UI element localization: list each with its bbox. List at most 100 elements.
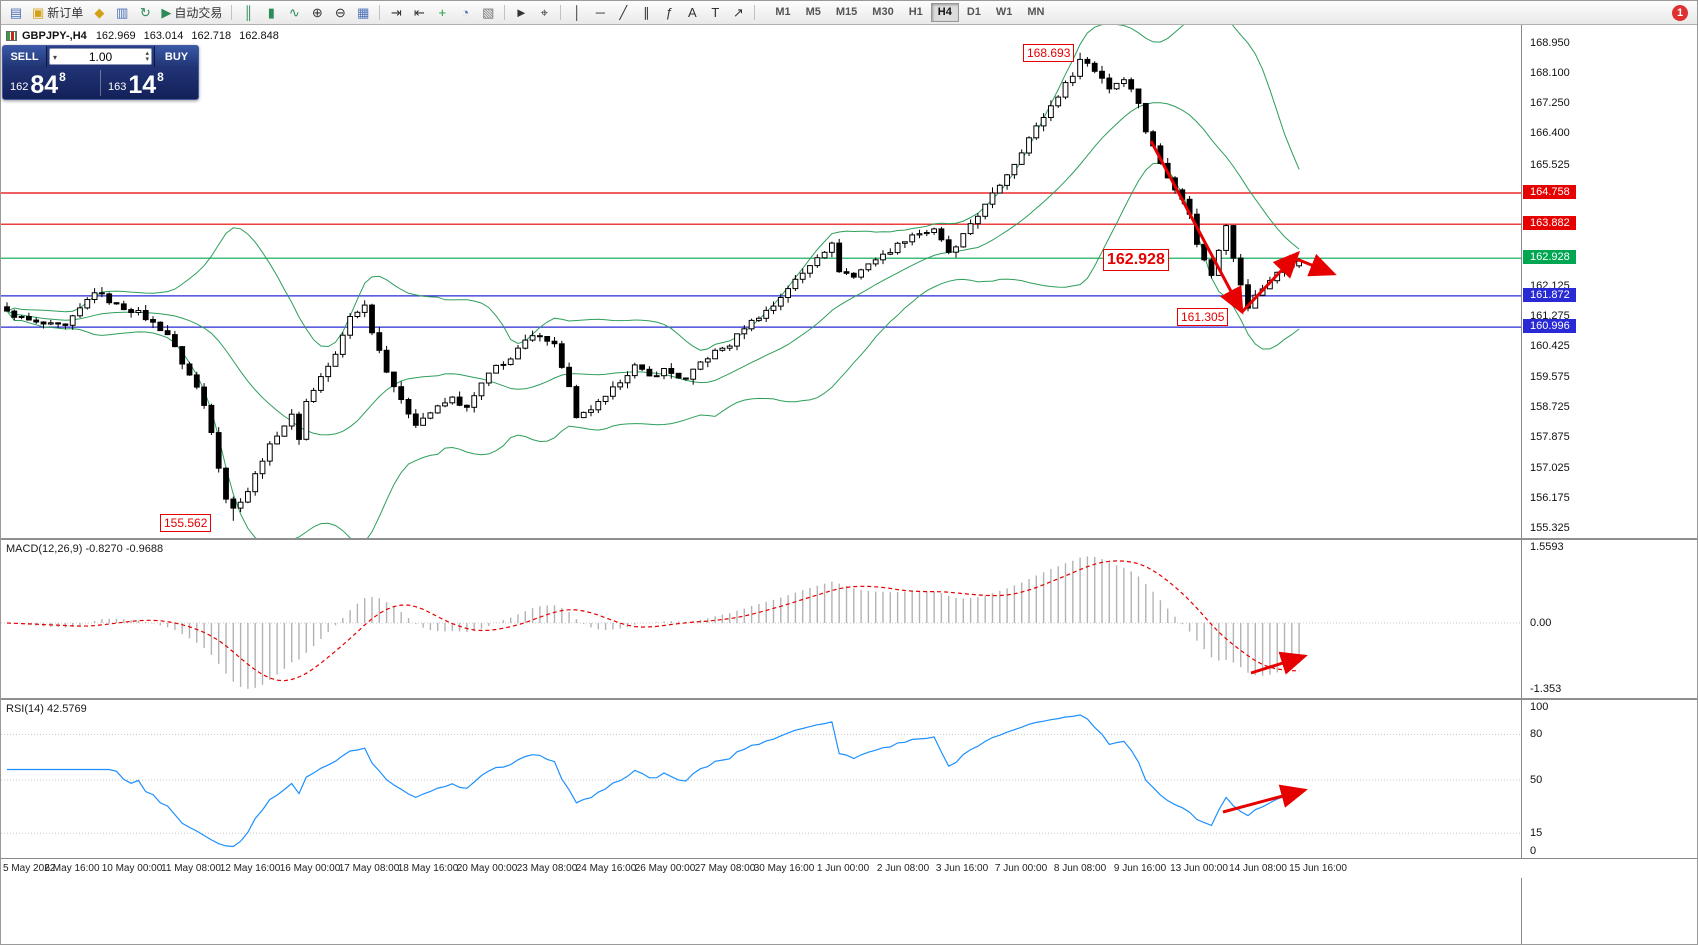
volume-down2-icon[interactable]: ▾ (145, 55, 149, 63)
price-chart[interactable]: 168.693 162.928 161.305 155.562 (1, 25, 1521, 538)
new-order-button[interactable]: ▣ 新订单 (28, 3, 87, 23)
timeframe-m5[interactable]: M5 (799, 3, 828, 22)
time-axis-label: 2 Jun 08:00 (876, 863, 930, 874)
horizontal-line-button[interactable]: ─ (589, 3, 611, 23)
time-axis-label: 30 May 16:00 (753, 863, 815, 874)
refresh-button[interactable]: ↻ (134, 3, 156, 23)
text-label-icon: T (711, 5, 720, 20)
price-axis-label: 157.025 (1530, 462, 1570, 474)
price-line-tag[interactable]: 163.882 (1523, 216, 1576, 230)
sell-button[interactable]: SELL (3, 46, 47, 67)
profile-icon: ▥ (116, 5, 129, 20)
time-axis-label: 20 May 00:00 (456, 863, 518, 874)
time-axis-label: 18 May 16:00 (397, 863, 459, 874)
price-axis-label: 166.400 (1530, 127, 1570, 139)
rsi-line (7, 714, 1300, 848)
price-annotation[interactable]: 155.562 (160, 514, 212, 532)
timeframe-m15[interactable]: M15 (829, 3, 864, 22)
tile-windows-icon: ▦ (357, 5, 370, 20)
timeframe-mn[interactable]: MN (1020, 3, 1051, 22)
text-label-button[interactable]: T (704, 3, 726, 23)
sound-alert-button[interactable]: ◆ (88, 3, 110, 23)
price-annotation[interactable]: 168.693 (1023, 44, 1075, 62)
timeframe-m1[interactable]: M1 (768, 3, 797, 22)
candles (4, 52, 1302, 521)
timeframe-w1[interactable]: W1 (989, 3, 1020, 22)
price-axis-label: 158.725 (1530, 401, 1570, 413)
volume-value: 1.00 (88, 49, 113, 64)
price-line-tag[interactable]: 161.872 (1523, 288, 1576, 302)
price-axis-label: 155.325 (1530, 522, 1570, 534)
price-line-tag[interactable]: 162.928 (1523, 250, 1576, 264)
trade-panel-divider (100, 70, 101, 96)
text-button[interactable]: A (681, 3, 703, 23)
rsi-axis-label: 100 (1530, 701, 1549, 713)
price-axis-label: 157.875 (1530, 431, 1570, 443)
bar-chart-button[interactable]: ║ (237, 3, 259, 23)
zoom-out-icon: ⊖ (334, 5, 346, 20)
macd-panel[interactable] (1, 540, 1521, 698)
trendline-button[interactable]: ╱ (612, 3, 634, 23)
volume-stepper[interactable]: ▾ 1.00 ▴ ▾ (49, 48, 152, 65)
macd-svg[interactable] (1, 540, 1521, 698)
buy-price[interactable]: 163 14 8 (101, 67, 198, 99)
toolbar-separator (504, 5, 506, 20)
price-axis-label: 168.950 (1530, 37, 1570, 49)
templates-button[interactable]: ▧ (477, 3, 499, 23)
system-menu-button[interactable]: ▤ (5, 3, 27, 23)
toolbar-separator (231, 5, 233, 20)
channel-button[interactable]: ∥ (635, 3, 657, 23)
volume-down-icon[interactable]: ▾ (53, 53, 58, 62)
trendline-icon: ╱ (619, 5, 628, 20)
timeframe-h1[interactable]: H1 (902, 3, 930, 22)
crosshair-button[interactable]: ⌖ (533, 3, 555, 23)
candlestick-button[interactable]: ▮ (260, 3, 282, 23)
time-axis-label: 10 May 00:00 (101, 863, 163, 874)
sound-alert-icon: ◆ (94, 5, 105, 20)
time-axis-label: 26 May 00:00 (634, 863, 696, 874)
time-axis-label: 23 May 08:00 (516, 863, 578, 874)
notifications-badge[interactable]: 1 (1672, 4, 1688, 21)
zoom-in-button[interactable]: ⊕ (306, 3, 328, 23)
panel-splitter-rsi[interactable] (1, 698, 1697, 700)
periods-button[interactable]: ◔ (454, 3, 476, 23)
crosshair-icon: ⌖ (540, 5, 548, 20)
arrows-button[interactable]: ↗ (727, 3, 749, 23)
trade-panel-controls: SELL ▾ 1.00 ▴ ▾ BUY (3, 46, 198, 67)
bollinger-upper-line (6, 25, 1300, 351)
sell-price[interactable]: 162 84 8 (3, 67, 100, 99)
tile-windows-button[interactable]: ▦ (352, 3, 374, 23)
vertical-line-button[interactable]: │ (566, 3, 588, 23)
time-axis-label: 11 May 08:00 (161, 863, 221, 874)
sell-price-sup: 8 (59, 70, 66, 84)
zoom-out-button[interactable]: ⊖ (329, 3, 351, 23)
toolbar-separator (754, 5, 756, 20)
time-axis-label: 5 May 2022 (3, 863, 56, 874)
rsi-svg[interactable] (1, 700, 1521, 858)
candlestick-svg[interactable] (1, 25, 1521, 538)
profile-button[interactable]: ▥ (111, 3, 133, 23)
time-axis[interactable]: 5 May 2022 6 May 16:00 10 May 00:00 11 May … (1, 858, 1697, 878)
auto-trading-button-label: 自动交易 (174, 6, 223, 20)
price-annotation[interactable]: 161.305 (1177, 308, 1229, 326)
timeframe-d1[interactable]: D1 (960, 3, 988, 22)
price-line-tag[interactable]: 164.758 (1523, 185, 1576, 199)
auto-scroll-button[interactable]: ⇥ (385, 3, 407, 23)
price-axis[interactable]: 168.950 168.100 167.250 166.400 165.525 162.1… (1521, 25, 1697, 944)
indicators-button[interactable]: + (431, 3, 453, 23)
rsi-panel[interactable] (1, 700, 1521, 858)
volume-up-icon[interactable]: ▴ (145, 49, 149, 57)
price-axis-label: 156.175 (1530, 492, 1570, 504)
price-line-tag[interactable]: 160.996 (1523, 319, 1576, 333)
fibonacci-button[interactable]: ƒ (658, 3, 680, 23)
timeframe-h4[interactable]: H4 (930, 2, 959, 23)
timeframe-m30[interactable]: M30 (865, 3, 900, 22)
ohlc-high: 163.014 (143, 30, 184, 42)
chart-shift-button[interactable]: ⇤ (408, 3, 430, 23)
auto-trading-button[interactable]: ▶ 自动交易 (157, 3, 226, 23)
price-annotation[interactable]: 162.928 (1103, 249, 1169, 271)
panel-splitter-macd[interactable] (1, 538, 1697, 540)
buy-button[interactable]: BUY (154, 46, 198, 67)
line-chart-button[interactable]: ∿ (283, 3, 305, 23)
cursor-button[interactable]: ► (510, 3, 532, 23)
